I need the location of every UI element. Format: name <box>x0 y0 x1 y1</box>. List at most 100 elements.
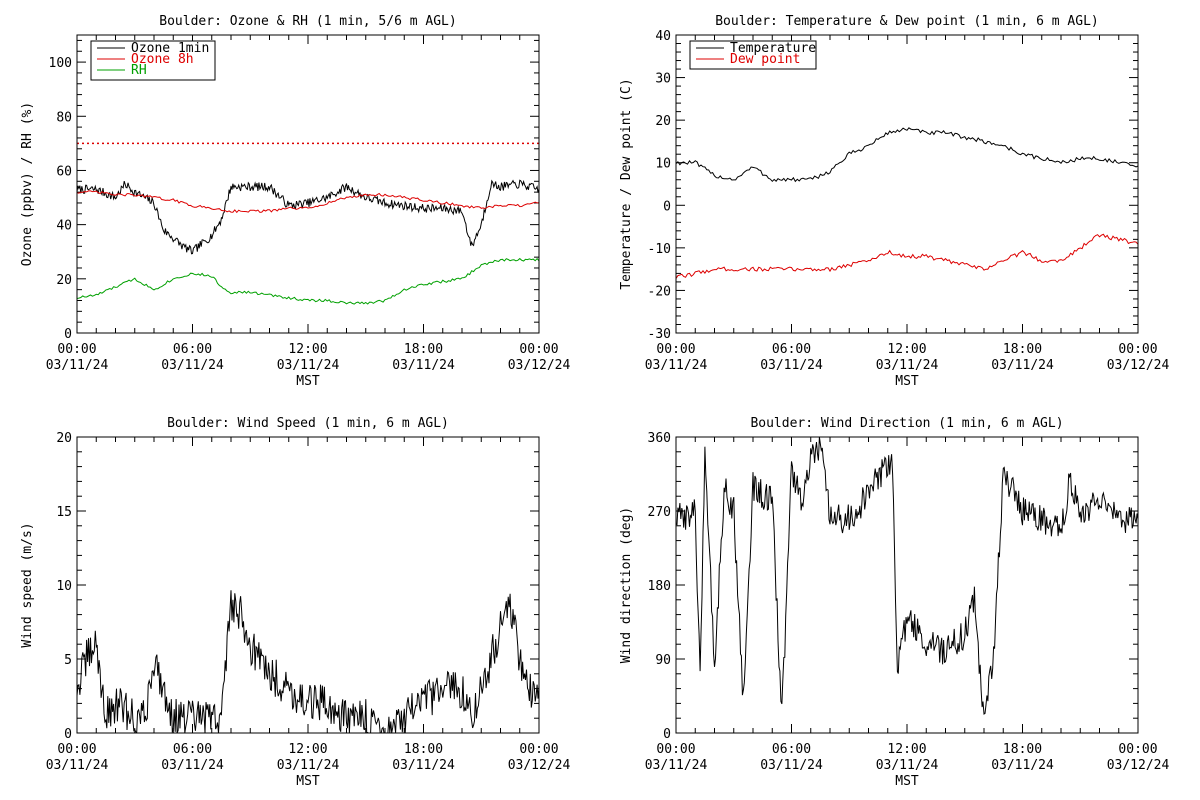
plot-frame <box>76 34 540 334</box>
legend-entry: Ozone 1min <box>131 41 209 56</box>
y-tick-label: 15 <box>56 505 72 520</box>
x-tick-label-time: 18:00 <box>1003 342 1042 357</box>
x-tick-label-date: 03/11/24 <box>991 758 1054 773</box>
y-tick-label: 0 <box>64 727 72 742</box>
chart-title: Boulder: Ozone & RH (1 min, 5/6 m AGL) <box>159 14 456 29</box>
x-tick-label-time: 00:00 <box>57 742 96 757</box>
plot-frame <box>76 436 540 734</box>
x-tick-label-time: 18:00 <box>1003 742 1042 757</box>
y-tick-label: -10 <box>648 242 671 257</box>
chart-title: Boulder: Temperature & Dew point (1 min,… <box>715 14 1099 29</box>
x-tick-label-time: 18:00 <box>404 342 443 357</box>
x-tick-label-date: 03/12/24 <box>1107 358 1170 373</box>
x-tick-label-date: 03/12/24 <box>508 758 571 773</box>
x-tick-label-date: 03/11/24 <box>392 758 455 773</box>
series-line-rh <box>77 257 539 305</box>
y-tick-label: 100 <box>49 56 72 71</box>
x-tick-label-time: 00:00 <box>1118 742 1157 757</box>
y-tick-label: 10 <box>655 157 671 172</box>
x-tick-label-time: 12:00 <box>288 342 327 357</box>
y-tick-label: 360 <box>648 431 671 446</box>
chart-title: Boulder: Wind Direction (1 min, 6 m AGL) <box>750 416 1063 431</box>
x-tick-label-date: 03/11/24 <box>46 358 109 373</box>
x-tick-label-time: 00:00 <box>656 742 695 757</box>
x-tick-label-time: 06:00 <box>173 342 212 357</box>
temperature-panel: Boulder: Temperature & Dew point (1 min,… <box>619 14 1169 389</box>
y-tick-label: 180 <box>648 579 671 594</box>
y-tick-label: 5 <box>64 653 72 668</box>
x-tick-label-date: 03/11/24 <box>392 358 455 373</box>
wind-direction-panel: Boulder: Wind Direction (1 min, 6 m AGL)… <box>619 416 1169 789</box>
x-tick-label-date: 03/11/24 <box>161 758 224 773</box>
x-tick-label-date: 03/11/24 <box>876 358 939 373</box>
y-tick-label: 80 <box>56 110 72 125</box>
x-tick-label-time: 12:00 <box>887 342 926 357</box>
y-tick-label: 0 <box>64 327 72 342</box>
x-tick-label-date: 03/11/24 <box>760 758 823 773</box>
y-axis-label: Temperature / Dew point (C) <box>619 78 634 289</box>
series-line-dew-point <box>676 233 1138 279</box>
chart-title: Boulder: Wind Speed (1 min, 6 m AGL) <box>167 416 449 431</box>
series-line-wind-speed <box>77 590 539 733</box>
y-tick-label: 20 <box>56 273 72 288</box>
x-axis-label: MST <box>296 374 320 389</box>
x-tick-label-date: 03/12/24 <box>1107 758 1170 773</box>
y-axis-label: Ozone (ppbv) / RH (%) <box>20 102 35 266</box>
legend-entry: Dew point <box>730 52 800 67</box>
ozone-panel: Boulder: Ozone & RH (1 min, 5/6 m AGL) 0 2… <box>20 14 570 389</box>
x-tick-label-time: 18:00 <box>404 742 443 757</box>
plot-frame <box>675 34 1139 334</box>
y-tick-label: 90 <box>655 653 671 668</box>
x-tick-label-date: 03/11/24 <box>645 758 708 773</box>
y-tick-label: 10 <box>56 579 72 594</box>
x-tick-label-time: 00:00 <box>656 342 695 357</box>
x-tick-label-time: 06:00 <box>173 742 212 757</box>
legend-entry: Temperature <box>730 41 816 56</box>
x-tick-label-time: 06:00 <box>772 742 811 757</box>
x-axis-label: MST <box>296 774 320 789</box>
y-tick-label: 40 <box>56 219 72 234</box>
x-tick-label-time: 00:00 <box>57 342 96 357</box>
series-line-ozone-8h <box>77 190 539 214</box>
y-axis-label: Wind speed (m/s) <box>20 522 35 647</box>
legend-box <box>689 40 817 70</box>
y-tick-label: 0 <box>663 727 671 742</box>
x-axis-label: MST <box>895 774 919 789</box>
x-tick-label-date: 03/11/24 <box>277 758 340 773</box>
x-tick-label-date: 03/11/24 <box>991 358 1054 373</box>
x-tick-label-date: 03/11/24 <box>46 758 109 773</box>
x-tick-label-date: 03/11/24 <box>161 358 224 373</box>
series-line-ozone-1min <box>77 179 539 255</box>
x-tick-label-date: 03/11/24 <box>645 358 708 373</box>
x-tick-label-date: 03/11/24 <box>277 358 340 373</box>
x-tick-label-date: 03/11/24 <box>876 758 939 773</box>
y-tick-label: -30 <box>648 327 671 342</box>
x-tick-label-time: 06:00 <box>772 342 811 357</box>
y-tick-label: 20 <box>655 114 671 129</box>
x-tick-label-time: 00:00 <box>519 342 558 357</box>
y-tick-label: 270 <box>648 505 671 520</box>
series-line-temperature <box>676 127 1138 183</box>
wind-speed-panel: Boulder: Wind Speed (1 min, 6 m AGL) 0 5 10… <box>20 416 570 789</box>
x-tick-label-time: 12:00 <box>288 742 327 757</box>
y-tick-label: 30 <box>655 72 671 87</box>
y-tick-label: -20 <box>648 284 671 299</box>
x-tick-label-time: 00:00 <box>1118 342 1157 357</box>
y-axis-label: Wind direction (deg) <box>619 507 634 664</box>
y-tick-label: 40 <box>655 29 671 44</box>
x-tick-label-time: 12:00 <box>887 742 926 757</box>
x-tick-label-time: 00:00 <box>519 742 558 757</box>
series-line-wind-direction <box>676 437 1138 715</box>
legend-entry: RH <box>131 63 147 78</box>
plot-frame <box>675 436 1139 734</box>
x-axis-label: MST <box>895 374 919 389</box>
y-tick-label: 60 <box>56 164 72 179</box>
x-tick-label-date: 03/12/24 <box>508 358 571 373</box>
x-tick-label-date: 03/11/24 <box>760 358 823 373</box>
legend-entry: Ozone 8h <box>131 52 194 67</box>
y-tick-label: 20 <box>56 431 72 446</box>
y-tick-label: 0 <box>663 199 671 214</box>
